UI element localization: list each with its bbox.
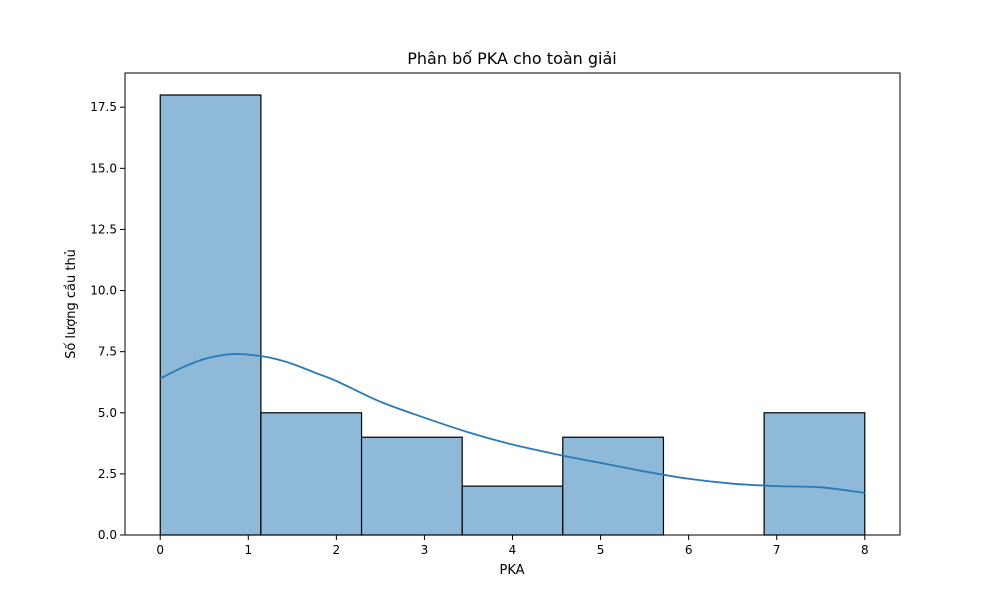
x-tick-label: 4: [509, 543, 517, 557]
histogram-bars: [159, 94, 866, 536]
histogram-bar: [260, 412, 363, 536]
y-tick-label: 2.5: [98, 467, 117, 481]
x-tick-label: 5: [597, 543, 605, 557]
x-tick-label: 3: [421, 543, 429, 557]
y-axis-label: Số lượng cầu thủ: [64, 249, 79, 359]
histogram-bar: [360, 436, 463, 536]
histogram-bar: [562, 436, 665, 536]
x-axis-label: PKA: [499, 563, 524, 578]
y-tick-label: 17.5: [90, 100, 117, 114]
chart-title: Phân bố PKA cho toàn giải: [407, 49, 617, 68]
y-axis-ticks: 0.0 2.5 5.0 7.5 10.0 12.5 15.0 17.5: [90, 100, 125, 542]
y-tick-label: 12.5: [90, 222, 117, 236]
y-tick-label: 10.0: [90, 284, 117, 298]
y-tick-label: 7.5: [98, 345, 117, 359]
y-tick-label: 0.0: [98, 528, 117, 542]
x-tick-label: 2: [333, 543, 341, 557]
x-tick-label: 6: [685, 543, 693, 557]
histogram-bar: [461, 485, 564, 536]
histogram-bar: [159, 94, 262, 536]
x-tick-label: 0: [156, 543, 164, 557]
histogram-bar: [763, 412, 866, 536]
x-tick-label: 1: [244, 543, 252, 557]
kde-curve: [159, 353, 865, 494]
y-tick-label: 5.0: [98, 406, 117, 420]
x-tick-label: 7: [773, 543, 781, 557]
x-tick-label: 8: [861, 543, 869, 557]
x-axis-ticks: 0 1 2 3 4 5 6 7 8: [156, 535, 869, 557]
y-tick-label: 15.0: [90, 161, 117, 175]
